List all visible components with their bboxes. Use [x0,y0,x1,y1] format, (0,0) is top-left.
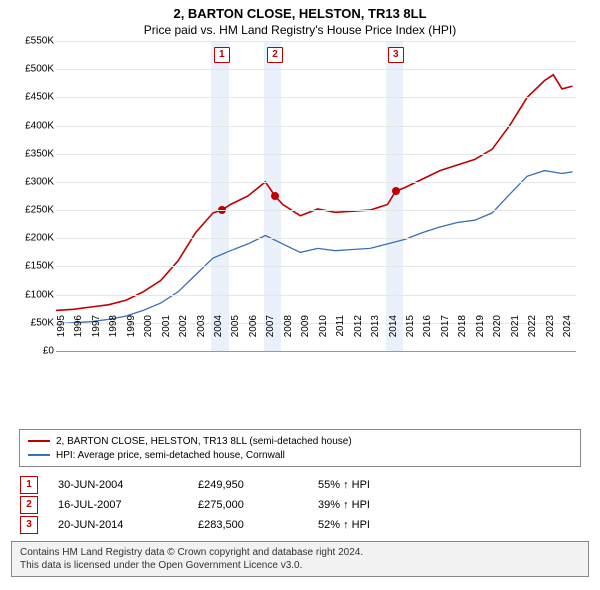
sale-hpi: 52% ↑ HPI [318,519,438,531]
sale-marker-label: 3 [388,47,404,63]
sale-row: 3 20-JUN-2014 £283,500 52% ↑ HPI [20,515,580,535]
y-tick-label: £200K [10,233,54,244]
attribution-footer: Contains HM Land Registry data © Crown c… [11,541,589,577]
series-hpi [56,171,573,324]
y-tick-label: £450K [10,92,54,103]
x-tick-label: 2009 [300,315,311,355]
plot-area: 1 2 3 [56,41,576,352]
x-tick-label: 2016 [422,315,433,355]
legend: 2, BARTON CLOSE, HELSTON, TR13 8LL (semi… [19,429,581,467]
x-tick-label: 2005 [230,315,241,355]
x-tick-label: 1996 [73,315,84,355]
x-tick-label: 1998 [108,315,119,355]
x-tick-label: 2002 [178,315,189,355]
y-gridline [56,41,576,42]
sale-dot-icon [392,187,400,195]
x-tick-label: 2006 [248,315,259,355]
series-property [56,75,573,311]
sale-price: £275,000 [198,499,318,511]
sales-table: 1 30-JUN-2004 £249,950 55% ↑ HPI 2 16-JU… [20,475,580,535]
sale-marker-icon: 3 [20,516,38,534]
x-tick-label: 2014 [388,315,399,355]
y-tick-label: £0 [10,346,54,357]
y-gridline [56,238,576,239]
y-gridline [56,266,576,267]
y-tick-label: £400K [10,120,54,131]
x-tick-label: 2004 [213,315,224,355]
x-tick-label: 2019 [475,315,486,355]
sale-row: 1 30-JUN-2004 £249,950 55% ↑ HPI [20,475,580,495]
y-tick-label: £500K [10,64,54,75]
sale-price: £283,500 [198,519,318,531]
y-gridline [56,69,576,70]
y-gridline [56,182,576,183]
chart-title: 2, BARTON CLOSE, HELSTON, TR13 8LL [0,0,600,21]
x-tick-label: 2008 [283,315,294,355]
footer-line: This data is licensed under the Open Gov… [20,559,580,572]
x-tick-label: 2023 [545,315,556,355]
sale-marker-label: 1 [214,47,230,63]
x-tick-label: 2018 [457,315,468,355]
sale-date: 30-JUN-2004 [58,479,198,491]
x-tick-label: 2015 [405,315,416,355]
x-tick-label: 2011 [335,315,346,355]
sale-row: 2 16-JUL-2007 £275,000 39% ↑ HPI [20,495,580,515]
legend-swatch [28,454,50,456]
x-tick-label: 2003 [196,315,207,355]
y-tick-label: £100K [10,289,54,300]
x-tick-label: 2017 [440,315,451,355]
y-gridline [56,210,576,211]
x-tick-label: 2010 [318,315,329,355]
sale-hpi: 39% ↑ HPI [318,499,438,511]
y-tick-label: £350K [10,148,54,159]
line-layer [56,41,576,351]
y-gridline [56,295,576,296]
x-tick-label: 2022 [527,315,538,355]
y-tick-label: £50K [10,317,54,328]
sale-date: 20-JUN-2014 [58,519,198,531]
x-tick-label: 1997 [91,315,102,355]
x-tick-label: 2012 [353,315,364,355]
sale-date: 16-JUL-2007 [58,499,198,511]
chart-area: 1 2 3 £0 £50K £100K £150K £200K £250K £300K £350K… [10,41,590,391]
sale-price: £249,950 [198,479,318,491]
sale-marker-icon: 1 [20,476,38,494]
y-tick-label: £150K [10,261,54,272]
x-tick-label: 1999 [126,315,137,355]
legend-swatch [28,440,50,442]
x-tick-label: 2020 [492,315,503,355]
x-tick-label: 2024 [562,315,573,355]
sale-marker-icon: 2 [20,496,38,514]
y-tick-label: £250K [10,205,54,216]
y-gridline [56,126,576,127]
sale-marker-label: 2 [267,47,283,63]
x-tick-label: 2000 [143,315,154,355]
x-tick-label: 2021 [510,315,521,355]
chart-container: { "title": "2, BARTON CLOSE, HELSTON, TR… [0,0,600,590]
legend-item: 2, BARTON CLOSE, HELSTON, TR13 8LL (semi… [28,434,572,448]
chart-subtitle: Price paid vs. HM Land Registry's House … [0,21,600,41]
y-tick-label: £550K [10,36,54,47]
y-tick-label: £300K [10,176,54,187]
sale-hpi: 55% ↑ HPI [318,479,438,491]
x-tick-label: 2001 [161,315,172,355]
sale-dot-icon [271,192,279,200]
y-gridline [56,154,576,155]
x-tick-label: 1995 [56,315,67,355]
y-gridline [56,97,576,98]
legend-item: HPI: Average price, semi-detached house,… [28,448,572,462]
x-tick-label: 2007 [265,315,276,355]
legend-label: HPI: Average price, semi-detached house,… [56,450,285,461]
x-tick-label: 2013 [370,315,381,355]
footer-line: Contains HM Land Registry data © Crown c… [20,546,580,559]
legend-label: 2, BARTON CLOSE, HELSTON, TR13 8LL (semi… [56,436,352,447]
